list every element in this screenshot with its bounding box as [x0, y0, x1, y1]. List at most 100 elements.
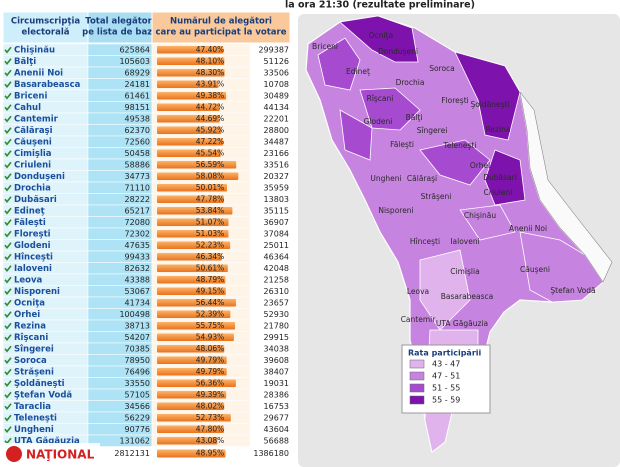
- total-voters: 70385: [125, 344, 150, 353]
- district-name: Şoldăneşti: [14, 379, 65, 389]
- header-cell: [151, 11, 291, 44]
- turnout-bar: [157, 356, 227, 364]
- turnout-label: 44.69%: [196, 114, 225, 123]
- district-name: Leova: [14, 275, 43, 285]
- check-icon: [4, 253, 12, 261]
- district-name: Teleneşti: [14, 413, 57, 423]
- district-name: Drochia: [14, 183, 51, 193]
- turnout-bar: [157, 149, 221, 157]
- voters-count: 42048: [264, 264, 289, 273]
- voters-count: 30489: [264, 91, 289, 100]
- check-icon: [4, 426, 12, 434]
- district-name: Dubăsari: [14, 195, 57, 205]
- district-area: [484, 149, 526, 206]
- turnout-label: 49.38%: [196, 91, 225, 100]
- voters-count: 56688: [264, 436, 289, 445]
- map-label: Basarabeasca: [441, 292, 494, 301]
- map-label: UTA Găgăuzia: [436, 319, 488, 328]
- turnout-label: 49.79%: [196, 355, 225, 364]
- turnout-bar: [157, 69, 225, 77]
- turnout-bar: [157, 207, 233, 215]
- turnout-label: 43.91%: [196, 79, 225, 88]
- turnout-bar: [157, 437, 218, 445]
- turnout-label: 44.72%: [196, 102, 225, 111]
- turnout-bar: [157, 322, 236, 330]
- district-name: Rezina: [14, 321, 46, 331]
- total-voters: 58886: [125, 160, 150, 169]
- voters-count: 29915: [264, 333, 289, 342]
- district-area: [339, 15, 419, 63]
- turnout-bar: [157, 333, 234, 341]
- check-icon: [4, 299, 12, 307]
- map-label: Străşeni: [421, 192, 452, 201]
- turnout-label: 49.39%: [196, 390, 225, 399]
- voters-count: 28386: [264, 390, 289, 399]
- logo: NAŢIONAL: [26, 448, 95, 462]
- check-icon: [4, 230, 12, 238]
- legend-swatch: [409, 395, 425, 405]
- check-icon: [4, 288, 12, 296]
- total-voters: 24181: [125, 80, 150, 89]
- check-icon: [4, 92, 12, 100]
- total-voters: 54207: [125, 333, 150, 342]
- check-icon: [4, 391, 12, 399]
- turnout-bar: [157, 299, 237, 307]
- check-icon: [4, 207, 12, 215]
- check-icon: [4, 276, 12, 284]
- column-header: Circumscripţia: [11, 17, 81, 27]
- total-voters: 56229: [125, 413, 150, 422]
- map-label: Dubăsari: [483, 173, 517, 182]
- turnout-bar: [157, 57, 225, 65]
- turnout-bar: [157, 138, 224, 146]
- turnout-label: 58.08%: [196, 171, 225, 180]
- voters-count: 39608: [264, 356, 289, 365]
- voters-count: 26310: [264, 287, 289, 296]
- check-icon: [4, 138, 12, 146]
- district-name: Străşeni: [14, 367, 54, 377]
- map-label: Donduşeni: [378, 47, 418, 56]
- check-icon: [4, 345, 12, 353]
- turnout-bar: [157, 172, 239, 180]
- turnout-bar: [157, 402, 225, 410]
- voters-count: 35959: [264, 183, 289, 192]
- district-name: Criuleni: [14, 160, 51, 170]
- total-voters: 41734: [125, 298, 150, 307]
- district-name: Floreşti: [14, 229, 51, 239]
- total-voters: 82632: [125, 264, 150, 273]
- check-icon: [4, 196, 12, 204]
- turnout-label: 50.61%: [196, 263, 225, 272]
- total-voters: 49538: [125, 114, 150, 123]
- turnout-label: 51.07%: [196, 217, 225, 226]
- district-name: Bălţi: [14, 57, 36, 67]
- total-voters: 625864: [119, 45, 150, 54]
- district-name: Sîngerei: [14, 344, 54, 354]
- turnout-bar: [157, 115, 220, 123]
- turnout-label: 56.36%: [196, 378, 225, 387]
- column-header: care au participat la votare: [156, 28, 287, 38]
- transnistria-strip: [519, 91, 613, 283]
- district-area: [359, 87, 421, 131]
- turnout-bar: [157, 46, 224, 54]
- district-name: Ialoveni: [14, 264, 52, 274]
- district-area: [459, 204, 516, 241]
- turnout-bar: [157, 368, 227, 376]
- turnout-label: 45.54%: [196, 148, 225, 157]
- total-count: 1386180: [253, 449, 289, 458]
- turnout-label: 48.06%: [196, 344, 225, 353]
- turnout-label: 48.79%: [196, 275, 225, 284]
- subtitle: la ora 21:30 (rezultate preliminare): [285, 0, 475, 11]
- total-voters: 76496: [125, 367, 150, 376]
- check-icon: [4, 242, 12, 250]
- map-label: Orhei: [470, 161, 490, 170]
- total-voters: 71110: [125, 183, 150, 192]
- district-area: [519, 231, 604, 303]
- district-area: [317, 37, 361, 91]
- voters-count: 34487: [264, 137, 289, 146]
- turnout-bar: [157, 287, 226, 295]
- total-voters: 78950: [125, 356, 150, 365]
- turnout-label: 50.01%: [196, 183, 225, 192]
- check-icon: [4, 219, 12, 227]
- total-voters: 131062: [119, 436, 150, 445]
- turnout-bar: [157, 253, 222, 261]
- total-voters: 65217: [125, 206, 150, 215]
